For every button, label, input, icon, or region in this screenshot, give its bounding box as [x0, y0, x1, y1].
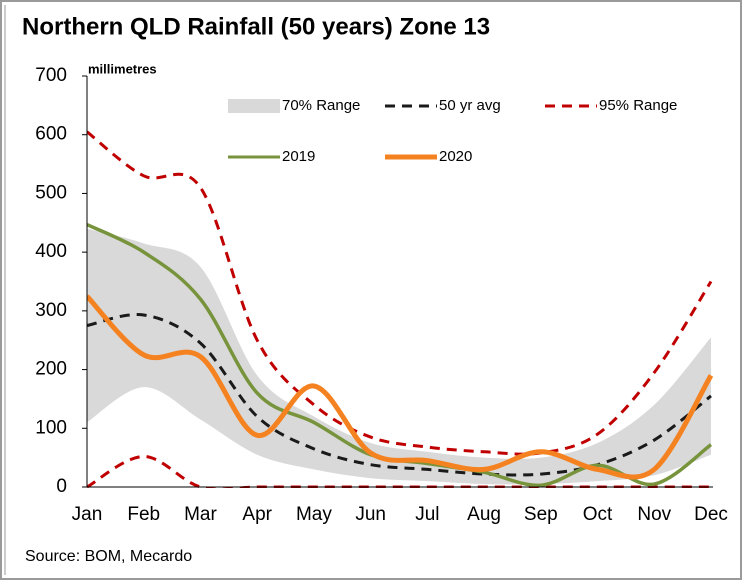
legend-label: 2020: [439, 148, 472, 165]
x-tick-label: May: [296, 504, 332, 525]
series-line: [87, 313, 712, 477]
x-tick-label: Dec: [694, 504, 728, 525]
legend-label: 70% Range: [282, 97, 360, 114]
y-tick-label: 500: [35, 182, 67, 203]
y-axis-label: millimetres: [88, 61, 157, 76]
legend-label: 2019: [282, 148, 315, 165]
y-tick-label: 100: [35, 417, 67, 438]
legend-label: 95% Range: [599, 97, 677, 114]
legend-swatch: [228, 99, 280, 113]
y-tick-label: 600: [35, 124, 67, 145]
x-tick-label: Apr: [242, 504, 272, 525]
x-tick-label: Jan: [72, 504, 103, 525]
x-tick-label: Nov: [637, 504, 671, 525]
y-tick-label: 700: [35, 65, 67, 86]
x-tick-label: Oct: [583, 504, 613, 525]
x-tick-label: Jun: [355, 504, 386, 525]
series-line: [87, 294, 713, 480]
y-tick-label: 0: [56, 476, 67, 497]
chart-title: Northern QLD Rainfall (50 years) Zone 13: [22, 13, 490, 40]
x-tick-label: Mar: [184, 504, 217, 525]
y-tick-label: 400: [35, 241, 67, 262]
y-tick-label: 300: [35, 300, 67, 321]
legend-label: 50 yr avg: [439, 97, 501, 114]
x-tick-label: Jul: [415, 504, 439, 525]
source: Source: BOM, Mecardo: [25, 548, 192, 565]
x-tick-label: Sep: [524, 504, 558, 525]
x-tick-label: Feb: [127, 504, 160, 525]
x-tick-label: Aug: [467, 504, 501, 525]
range-line: [87, 130, 713, 456]
y-tick-label: 200: [35, 359, 67, 380]
